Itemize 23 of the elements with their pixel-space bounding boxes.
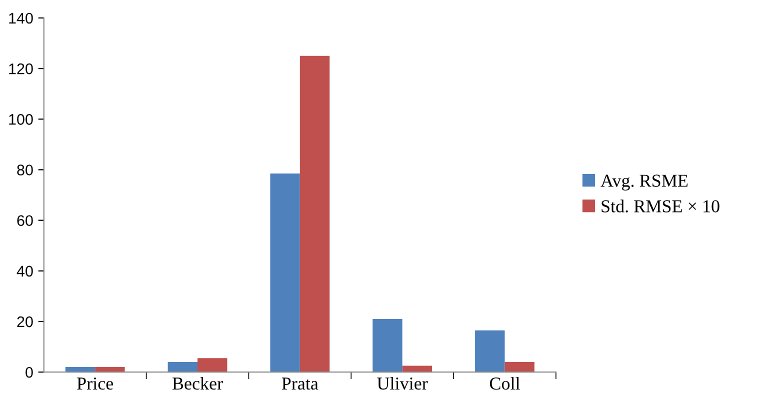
- x-tick-label: Coll: [490, 376, 520, 390]
- bar: [300, 56, 330, 372]
- bar: [475, 330, 505, 372]
- y-tick-label: 0: [26, 366, 33, 378]
- bar: [372, 318, 402, 372]
- bar: [168, 362, 198, 372]
- y-tick-label: 60: [17, 215, 33, 226]
- x-tick-label: Ulivier: [377, 376, 428, 390]
- bar: [95, 367, 125, 372]
- legend-label: Avg. RSME: [600, 174, 688, 191]
- bar: [198, 358, 228, 372]
- legend-label: Std. RMSE × 10: [602, 200, 720, 212]
- y-tick-label: 80: [17, 164, 33, 176]
- x-tick-label: Becker: [172, 376, 223, 390]
- y-tick-label: 100: [9, 114, 33, 125]
- y-tick-label: 140: [9, 12, 33, 24]
- x-tick-label: Prata: [282, 378, 318, 390]
- y-tick-label: 40: [16, 266, 33, 277]
- y-tick-label: 120: [9, 63, 33, 74]
- x-tick-label: Price: [77, 378, 114, 390]
- bar: [270, 174, 300, 372]
- y-tick-label: 20: [17, 316, 33, 328]
- bar: [504, 362, 534, 372]
